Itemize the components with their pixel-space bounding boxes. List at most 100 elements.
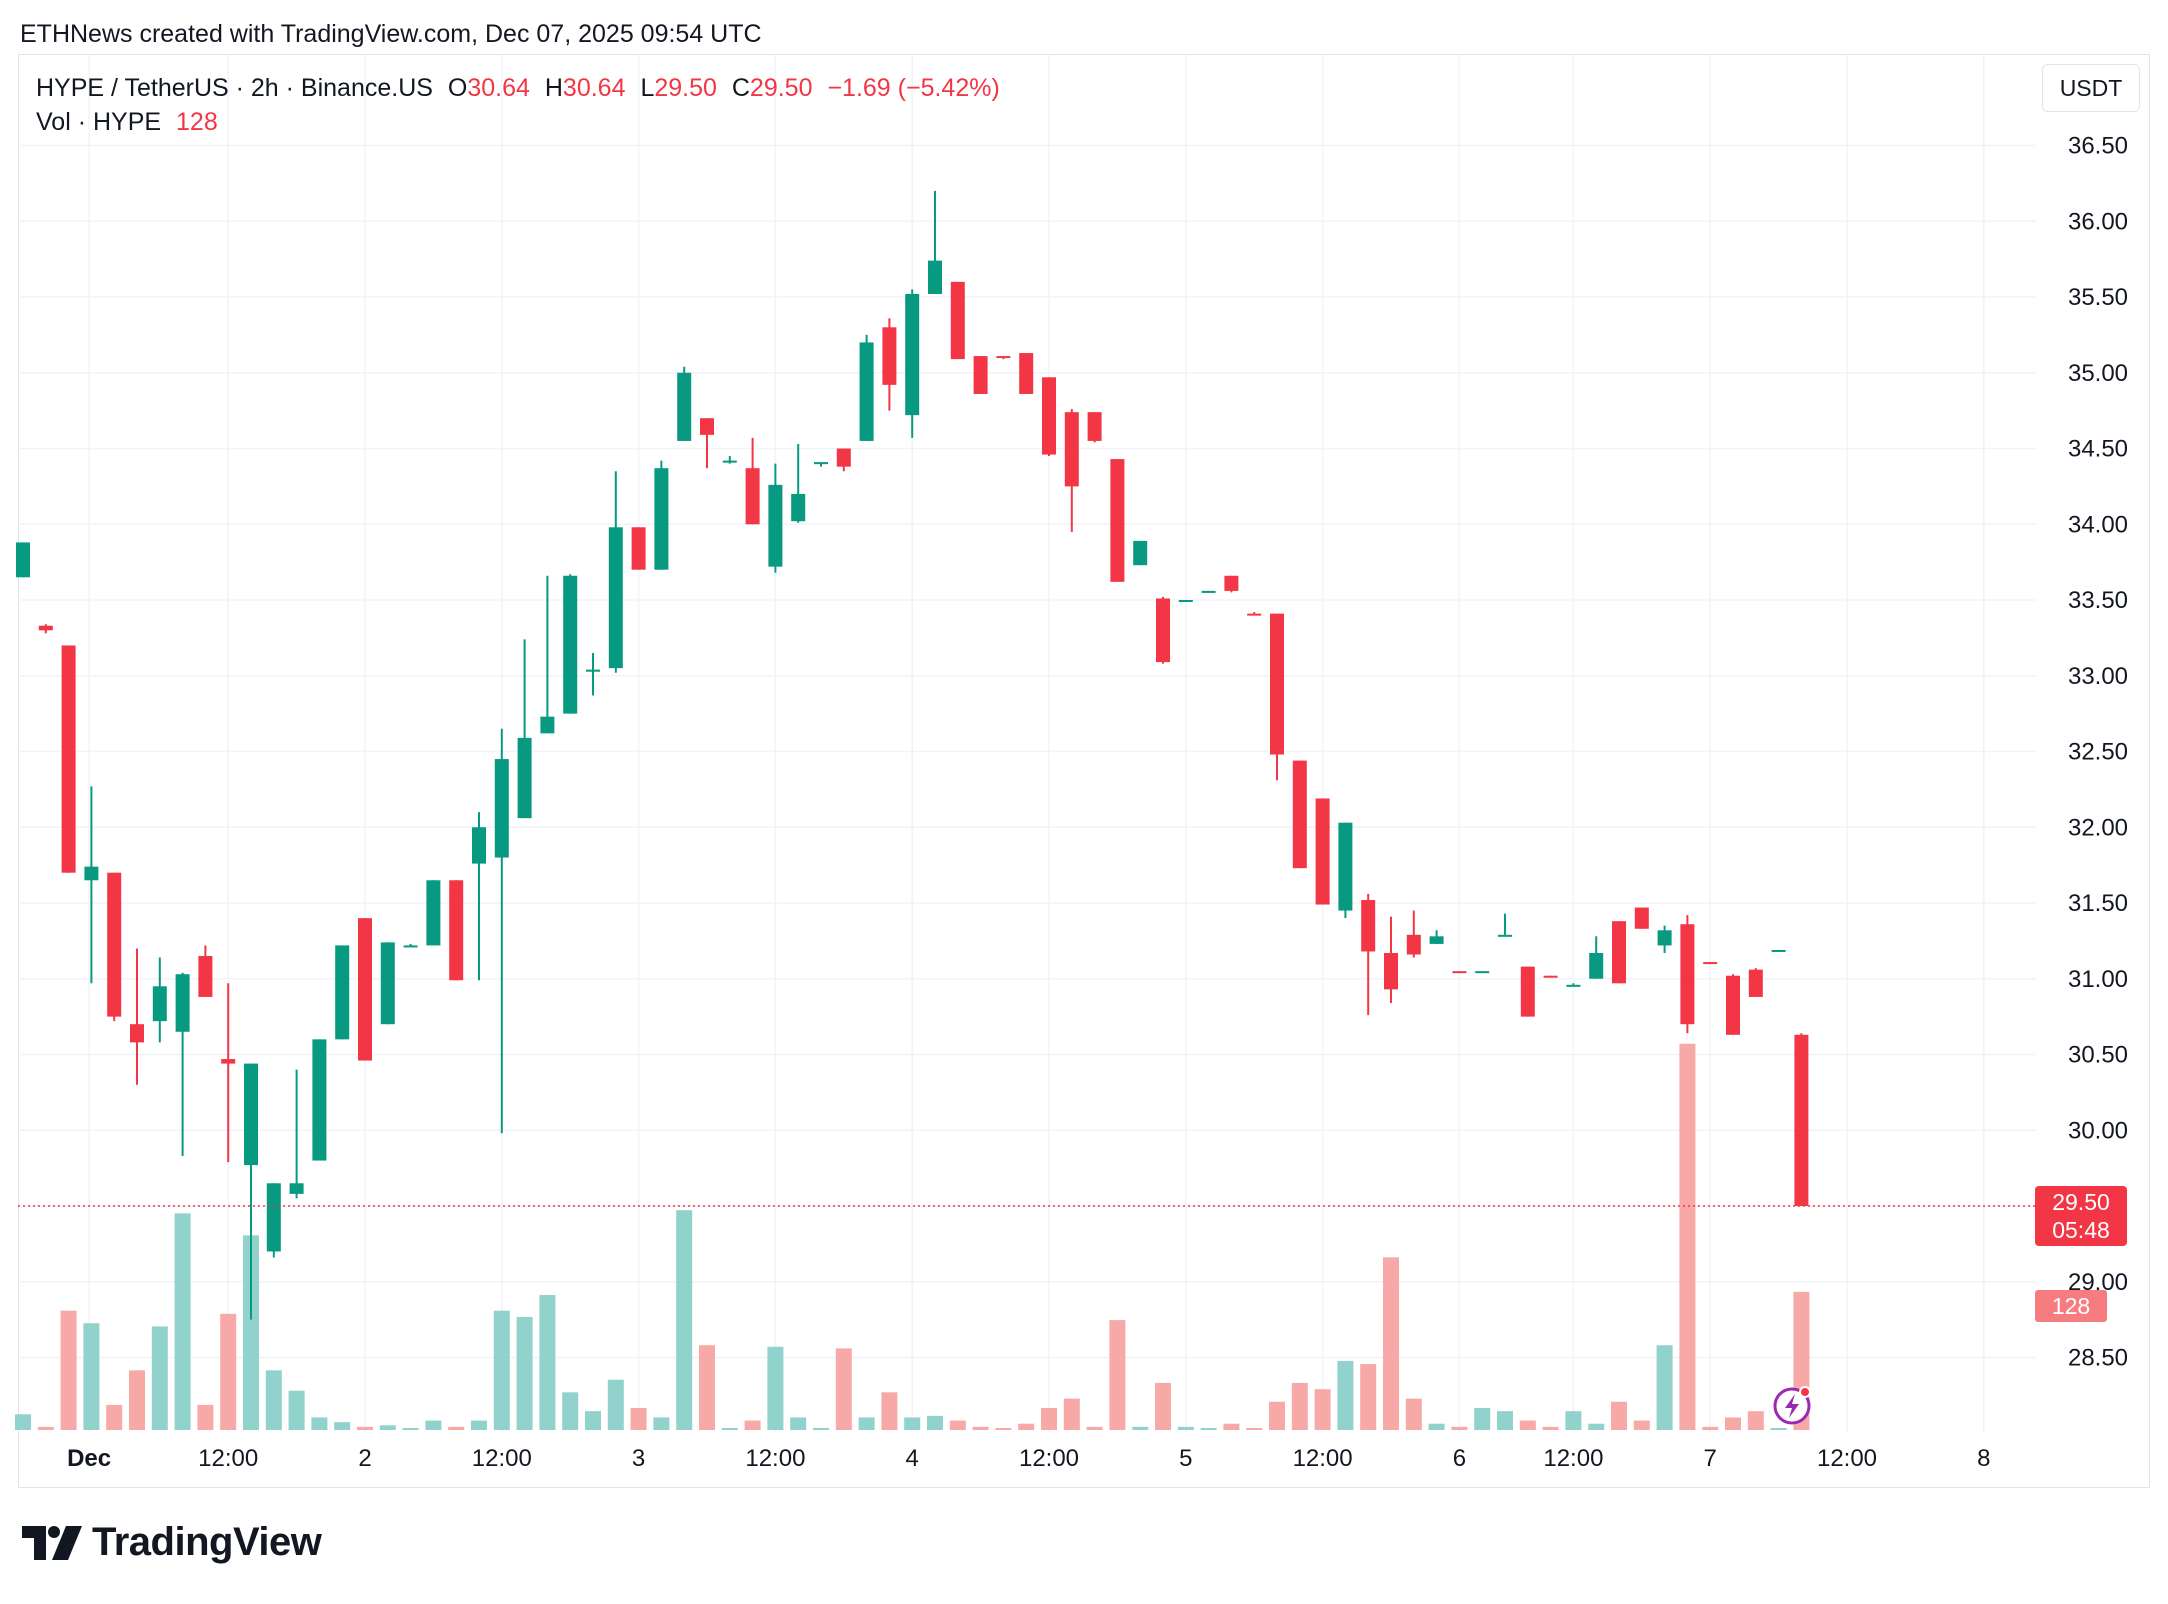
candle-body bbox=[1133, 540, 1148, 566]
candle-body bbox=[1498, 934, 1512, 937]
last-price-value: 29.50 bbox=[2052, 1189, 2110, 1215]
price-tick-label: 35.50 bbox=[2068, 284, 2128, 311]
price-tick-label: 36.00 bbox=[2068, 208, 2128, 235]
ohlc-legend: HYPE / TetherUS · 2h · Binance.US O30.64… bbox=[36, 74, 1000, 103]
candle-body bbox=[1589, 952, 1604, 979]
time-tick-label: 8 bbox=[1977, 1445, 1990, 1472]
candle-body bbox=[472, 827, 486, 864]
tradingview-logo[interactable]: TradingView bbox=[22, 1520, 322, 1565]
price-tick-label: 33.00 bbox=[2068, 663, 2128, 690]
candle-body bbox=[1612, 921, 1626, 984]
price-tick-label: 32.00 bbox=[2068, 814, 2128, 841]
candle-body bbox=[540, 716, 555, 734]
volume-bar bbox=[1770, 1428, 1787, 1430]
candle-body bbox=[1315, 798, 1330, 905]
volume-bar bbox=[972, 1426, 989, 1430]
volume-bar bbox=[1633, 1420, 1650, 1430]
candle-body bbox=[677, 372, 692, 441]
volume-bar bbox=[995, 1428, 1012, 1430]
volume-bar bbox=[744, 1420, 761, 1430]
candle-body bbox=[836, 448, 851, 467]
candle-body bbox=[175, 974, 190, 1032]
volume-bar bbox=[927, 1415, 943, 1430]
chart-frame bbox=[18, 54, 2150, 1488]
time-tick-label: 7 bbox=[1704, 1445, 1717, 1472]
candle-body bbox=[1110, 459, 1125, 582]
time-tick-label: Dec bbox=[67, 1445, 111, 1472]
candle-body bbox=[608, 527, 623, 669]
volume-bar bbox=[1565, 1411, 1582, 1430]
time-tick-label: 12:00 bbox=[1543, 1445, 1603, 1472]
time-tick-label: 5 bbox=[1179, 1445, 1192, 1472]
time-tick-label: 2 bbox=[358, 1445, 371, 1472]
price-tick-label: 34.00 bbox=[2068, 511, 2128, 538]
candle-body bbox=[1452, 971, 1467, 974]
volume-bar bbox=[425, 1420, 442, 1430]
candle-body bbox=[1543, 975, 1558, 978]
candle-body bbox=[38, 625, 53, 631]
volume-bar bbox=[699, 1345, 715, 1430]
symbol-label: HYPE / TetherUS · 2h · Binance.US bbox=[36, 74, 433, 102]
last-volume-tag: 128 bbox=[2035, 1290, 2107, 1322]
volume-bar bbox=[220, 1313, 237, 1430]
candle-body bbox=[700, 418, 714, 435]
candle-body bbox=[1680, 924, 1695, 1025]
candle-body bbox=[312, 1039, 327, 1161]
candle-body bbox=[152, 986, 167, 1022]
candle-body bbox=[1566, 984, 1581, 987]
time-tick-label: 12:00 bbox=[1019, 1445, 1079, 1472]
grid bbox=[18, 54, 2036, 1432]
price-tick-label: 31.50 bbox=[2068, 890, 2128, 917]
time-tick-label: 12:00 bbox=[745, 1445, 805, 1472]
candle-body bbox=[84, 866, 99, 881]
volume-bar bbox=[357, 1426, 373, 1430]
candle-body bbox=[61, 645, 76, 873]
volume-bar bbox=[379, 1425, 396, 1430]
candle-body bbox=[1156, 598, 1170, 663]
candle-body bbox=[380, 942, 395, 1025]
currency-unit-button[interactable]: USDT bbox=[2042, 64, 2140, 112]
volume-bar bbox=[1269, 1401, 1285, 1430]
volume-bar bbox=[1679, 1043, 1696, 1430]
volume-bar bbox=[835, 1348, 852, 1430]
volume-bar bbox=[1611, 1401, 1627, 1430]
volume-bar bbox=[311, 1417, 328, 1430]
candle-body bbox=[494, 759, 509, 858]
high-key: H bbox=[544, 74, 563, 102]
candle-body bbox=[1475, 971, 1490, 974]
low-value: 29.50 bbox=[654, 74, 717, 102]
candle-body bbox=[426, 880, 441, 946]
candle-body bbox=[928, 260, 942, 294]
volume-bar bbox=[448, 1426, 465, 1430]
volume-bar bbox=[585, 1411, 601, 1430]
volume-bar bbox=[1063, 1398, 1080, 1430]
candle-body bbox=[266, 1183, 281, 1252]
close-key: C bbox=[731, 74, 750, 102]
time-tick-label: 3 bbox=[632, 1445, 645, 1472]
time-tick-label: 12:00 bbox=[198, 1445, 258, 1472]
volume-bar bbox=[1474, 1408, 1491, 1430]
candle-body bbox=[814, 462, 828, 465]
candle-body bbox=[1726, 975, 1740, 1035]
volume-bar bbox=[1155, 1382, 1171, 1430]
candle-body bbox=[1087, 412, 1102, 441]
volume-bar bbox=[1542, 1426, 1559, 1430]
volume-bar bbox=[1314, 1389, 1331, 1430]
volume-bar bbox=[493, 1310, 510, 1430]
chart-credit: ETHNews created with TradingView.com, De… bbox=[20, 20, 762, 48]
candle-body bbox=[358, 918, 372, 1061]
price-tick-label: 36.50 bbox=[2068, 133, 2128, 160]
time-tick-label: 12:00 bbox=[1817, 1445, 1877, 1472]
candle-body bbox=[1338, 822, 1353, 911]
volume-bar bbox=[243, 1235, 259, 1430]
close-value: 29.50 bbox=[749, 74, 813, 102]
candle-body bbox=[996, 356, 1011, 359]
volume-legend: Vol · HYPE 128 bbox=[36, 108, 218, 137]
candle-body bbox=[791, 493, 806, 522]
lightning-icon[interactable] bbox=[1772, 1384, 1814, 1426]
volume-bar bbox=[402, 1428, 419, 1430]
candle-body bbox=[1703, 962, 1718, 965]
volume-bar bbox=[1451, 1426, 1468, 1430]
candle-body bbox=[244, 1063, 258, 1166]
